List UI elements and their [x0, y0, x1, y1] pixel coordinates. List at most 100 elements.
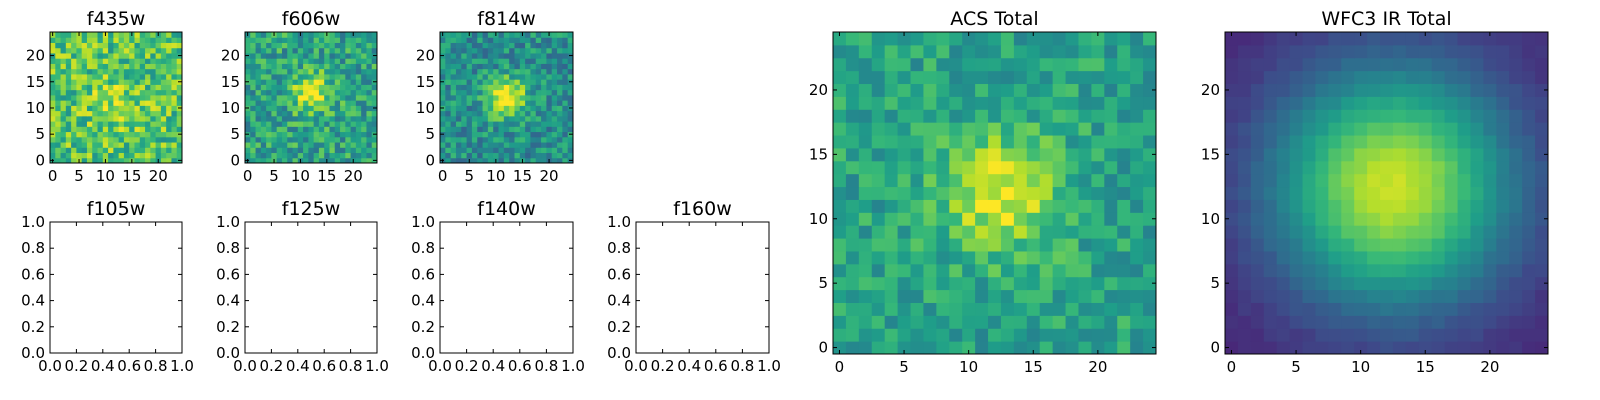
- heatmap-cell: [1091, 122, 1105, 136]
- heatmap-cell: [134, 42, 141, 49]
- heatmap-cell: [65, 147, 72, 154]
- heatmap-cell: [1117, 147, 1131, 162]
- heatmap-cell: [519, 84, 526, 91]
- heatmap-cell: [160, 52, 167, 59]
- heatmap-cell: [975, 263, 989, 278]
- heatmap-cell: [1143, 199, 1157, 213]
- heatmap-cell: [102, 105, 109, 112]
- heatmap-cell: [1380, 341, 1394, 355]
- heatmap-cell: [455, 126, 462, 133]
- heatmap-cell: [1250, 135, 1265, 149]
- heatmap-cell: [166, 100, 172, 106]
- heatmap-cell: [1328, 44, 1342, 59]
- heatmap-cell: [466, 63, 473, 70]
- heatmap-cell: [340, 73, 346, 80]
- heatmap-cell: [1237, 135, 1252, 149]
- heatmap-cell: [962, 328, 976, 342]
- heatmap-cell: [108, 68, 114, 75]
- heatmap-cell: [350, 105, 357, 112]
- heatmap-cell: [324, 94, 330, 101]
- heatmap-cell: [1328, 109, 1342, 123]
- heatmap-cell: [303, 73, 309, 80]
- heatmap-cell: [361, 157, 367, 164]
- y-tick-label: 0: [1210, 339, 1220, 357]
- heatmap-cell: [340, 147, 346, 154]
- heatmap-cell: [482, 37, 489, 43]
- heatmap-cell: [366, 147, 373, 154]
- heatmap-cell: [445, 152, 452, 159]
- heatmap-cell: [287, 105, 294, 112]
- heatmap-cell: [287, 115, 294, 122]
- heatmap-cell: [281, 100, 288, 106]
- heatmap-cell: [546, 84, 553, 91]
- heatmap-cell: [1444, 44, 1459, 59]
- heatmap-cell: [86, 147, 93, 154]
- heatmap-cell: [1354, 147, 1368, 162]
- heatmap-cell: [292, 136, 299, 143]
- heatmap-cell: [60, 100, 67, 106]
- heatmap-cell: [1143, 341, 1157, 355]
- heatmap-cell: [525, 100, 531, 106]
- heatmap-cell: [1117, 328, 1131, 342]
- heatmap-cell: [487, 37, 494, 43]
- panel-title: WFC3 IR Total: [1321, 8, 1451, 30]
- heatmap-cell: [324, 121, 330, 127]
- heatmap-cell: [1444, 109, 1459, 123]
- heatmap-cell: [297, 126, 304, 133]
- heatmap-cell: [535, 142, 542, 148]
- heatmap-cell: [102, 37, 109, 43]
- heatmap-cell: [1431, 160, 1446, 175]
- heatmap-cell: [477, 121, 484, 127]
- heatmap-cell: [975, 315, 989, 329]
- x-tick-label: 10: [959, 358, 978, 376]
- heatmap-cell: [567, 47, 574, 54]
- heatmap-cell: [1315, 57, 1329, 72]
- heatmap-cell: [123, 89, 130, 96]
- heatmap-cell: [92, 52, 99, 59]
- heatmap-cell: [71, 157, 77, 164]
- heatmap-cell: [871, 122, 886, 136]
- heatmap-cell: [440, 100, 446, 106]
- heatmap-cell: [160, 115, 167, 122]
- heatmap-cell: [858, 250, 873, 265]
- heatmap-cell: [266, 152, 272, 159]
- heatmap-cell: [897, 238, 912, 252]
- heatmap-cell: [1276, 32, 1291, 46]
- heatmap-cell: [445, 131, 452, 138]
- heatmap-cell: [1250, 328, 1265, 342]
- heatmap-cell: [113, 32, 120, 38]
- heatmap-cell: [509, 47, 515, 54]
- heatmap-cell: [113, 142, 120, 148]
- heatmap-cell: [271, 63, 278, 70]
- x-tick-label: 0.4: [91, 357, 115, 375]
- heatmap-cell: [1470, 341, 1484, 355]
- heatmap-cell: [551, 136, 558, 143]
- heatmap-cell: [1225, 289, 1239, 303]
- heatmap-cell: [50, 84, 56, 91]
- y-tick-label: 0.8: [216, 239, 240, 257]
- heatmap-cell: [1013, 70, 1028, 85]
- heatmap-cell: [541, 94, 547, 101]
- heatmap-cell: [324, 110, 330, 117]
- heatmap-cell: [845, 160, 860, 175]
- heatmap-cell: [245, 94, 251, 101]
- heatmap-cell: [1263, 173, 1278, 188]
- heatmap-cell: [297, 79, 304, 85]
- heatmap-cell: [1496, 289, 1510, 303]
- heatmap-cell: [975, 212, 989, 226]
- heatmap-cell: [1535, 57, 1549, 72]
- x-tick-label: 15: [317, 167, 336, 185]
- heatmap-cell: [366, 84, 373, 91]
- heatmap-cell: [833, 263, 847, 278]
- heatmap-cell: [551, 32, 558, 38]
- heatmap-cell: [923, 109, 937, 123]
- heatmap-cell: [884, 212, 899, 226]
- heatmap-cell: [355, 136, 362, 143]
- heatmap-cell: [155, 147, 162, 154]
- heatmap-cell: [1078, 160, 1092, 175]
- heatmap-cell: [988, 173, 1002, 188]
- heatmap-cell: [1078, 225, 1092, 239]
- heatmap-cell: [271, 121, 278, 127]
- heatmap-cell: [271, 47, 278, 54]
